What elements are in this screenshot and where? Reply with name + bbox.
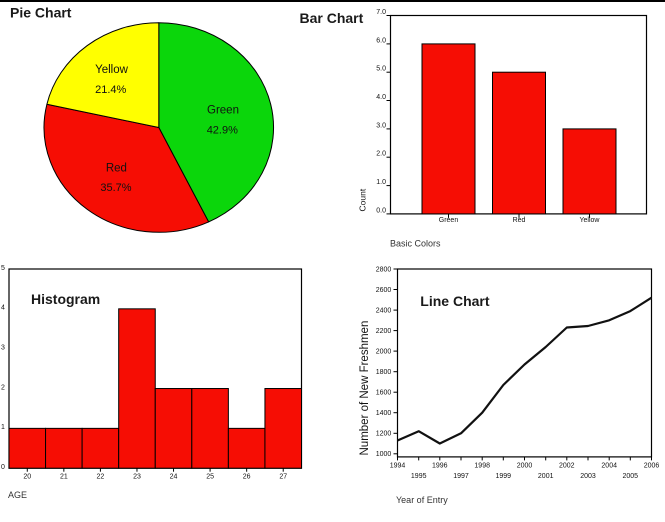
svg-text:2001: 2001 [538, 473, 554, 480]
svg-text:AGE: AGE [8, 490, 27, 500]
svg-text:27: 27 [279, 473, 287, 480]
svg-text:2005: 2005 [623, 473, 639, 480]
svg-text:2600: 2600 [376, 287, 392, 294]
svg-text:24: 24 [170, 473, 178, 480]
svg-text:2.0: 2.0 [376, 151, 386, 158]
svg-text:Yellow: Yellow [580, 217, 601, 224]
svg-text:2: 2 [1, 384, 5, 391]
svg-text:35.7%: 35.7% [100, 182, 131, 194]
svg-text:1: 1 [1, 424, 5, 431]
svg-text:22: 22 [97, 473, 105, 480]
svg-text:Line Chart: Line Chart [420, 293, 490, 309]
svg-text:42.9%: 42.9% [207, 125, 238, 137]
svg-text:1998: 1998 [474, 462, 490, 469]
svg-text:1.0: 1.0 [376, 179, 386, 186]
svg-text:7.0: 7.0 [376, 9, 386, 16]
svg-text:Basic Colors: Basic Colors [390, 238, 441, 248]
svg-text:5.0: 5.0 [376, 66, 386, 73]
svg-text:Histogram: Histogram [31, 291, 100, 307]
svg-text:2200: 2200 [376, 328, 392, 335]
svg-text:0.0: 0.0 [376, 207, 386, 214]
svg-text:21: 21 [60, 473, 68, 480]
svg-text:23: 23 [133, 473, 141, 480]
svg-text:Red: Red [106, 163, 127, 175]
svg-text:1994: 1994 [390, 462, 406, 469]
svg-text:2000: 2000 [376, 349, 392, 356]
svg-text:Green: Green [439, 217, 459, 224]
svg-text:1400: 1400 [376, 410, 392, 417]
svg-text:Bar Chart: Bar Chart [300, 10, 364, 26]
svg-text:2003: 2003 [580, 473, 596, 480]
svg-text:2002: 2002 [559, 462, 575, 469]
svg-text:1996: 1996 [432, 462, 448, 469]
svg-text:2004: 2004 [601, 462, 617, 469]
svg-text:20: 20 [23, 473, 31, 480]
svg-text:6.0: 6.0 [376, 37, 386, 44]
svg-text:Yellow: Yellow [95, 64, 129, 76]
svg-text:Number of New Freshmen: Number of New Freshmen [359, 321, 371, 456]
svg-text:2400: 2400 [376, 308, 392, 315]
svg-text:26: 26 [243, 473, 251, 480]
svg-text:1200: 1200 [376, 431, 392, 438]
svg-text:3: 3 [1, 345, 5, 352]
svg-text:1999: 1999 [496, 473, 512, 480]
svg-text:2800: 2800 [376, 266, 392, 273]
svg-text:1995: 1995 [411, 473, 427, 480]
svg-text:Red: Red [513, 217, 526, 224]
svg-text:2006: 2006 [644, 462, 660, 469]
svg-text:Green: Green [207, 105, 239, 117]
svg-text:5: 5 [1, 265, 5, 272]
svg-text:1800: 1800 [376, 369, 392, 376]
svg-text:3.0: 3.0 [376, 122, 386, 129]
svg-text:1000: 1000 [376, 451, 392, 458]
svg-text:21.4%: 21.4% [95, 84, 126, 96]
svg-text:4.0: 4.0 [376, 94, 386, 101]
svg-text:Count: Count [358, 188, 368, 211]
svg-text:1997: 1997 [453, 473, 469, 480]
svg-text:1600: 1600 [376, 390, 392, 397]
svg-text:2000: 2000 [517, 462, 533, 469]
svg-text:Year of Entry: Year of Entry [396, 495, 448, 505]
svg-text:0: 0 [1, 464, 5, 471]
svg-text:25: 25 [206, 473, 214, 480]
svg-text:4: 4 [1, 305, 5, 312]
svg-text:Pie Chart: Pie Chart [10, 5, 72, 21]
